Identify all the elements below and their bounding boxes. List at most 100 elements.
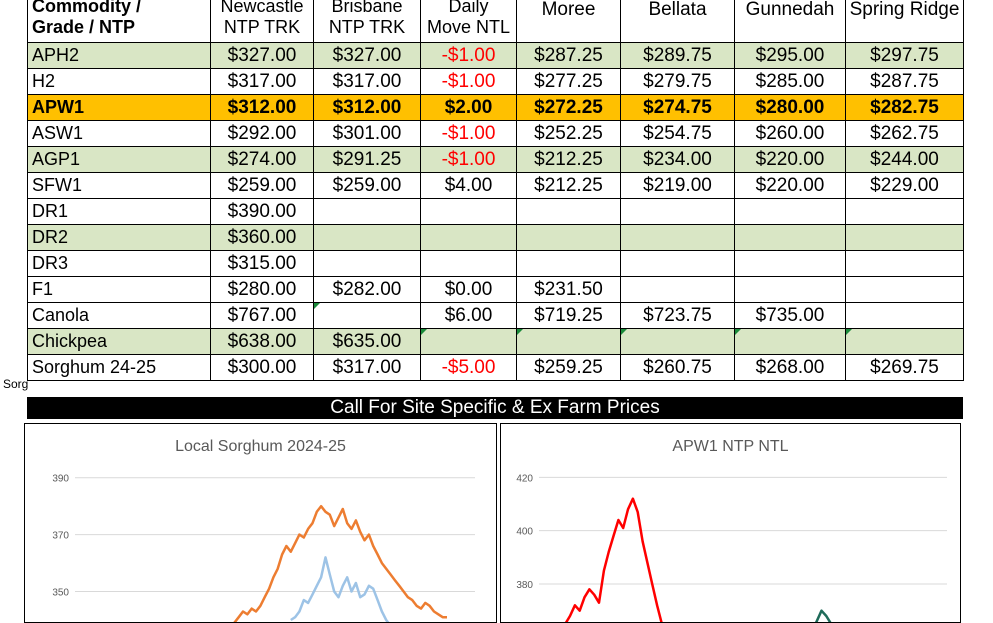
grade-cell: Sorghum 24-25 [27,354,211,381]
price-table: Commodity / Grade / NTP Newcastle NTP TRK Br… [27,0,964,381]
column-header-line: Move NTL [426,17,511,37]
column-header: Daily Move NTL [420,0,517,43]
y-tick-label: 370 [52,531,69,542]
grade-cell: DR1 [27,198,211,225]
brisbane-cell: $301.00 [313,120,421,147]
series-line-1 [290,556,390,622]
table-row: Canola $767.00 $6.00 $719.25 $723.75 $735.00 [27,302,964,329]
sorghum-chart-plot: 390 370 350 [52,474,475,622]
bellata-cell: $234.00 [620,146,735,173]
grade-cell: Chickpea [27,328,211,355]
move-cell: -$5.00 [420,354,517,381]
brisbane-cell [313,250,421,277]
chart-title: Local Sorghum 2024-25 [175,438,346,455]
move-cell: $4.00 [420,172,517,199]
brisbane-cell [313,198,421,225]
apw1-chart: APW1 NTP NTL 420 400 380 [500,423,961,623]
gunnedah-cell: $220.00 [734,172,846,199]
column-header: Newcastle NTP TRK [210,0,314,43]
table-row: H2 $317.00 $317.00 -$1.00 $277.25 $279.75 $285… [27,68,964,95]
moree-cell: $277.25 [516,68,621,95]
grade-cell: H2 [27,68,211,95]
spring-ridge-cell [845,328,964,355]
newcastle-cell: $390.00 [210,198,314,225]
column-header-line: Grade / NTP [32,17,136,37]
spring-ridge-cell: $262.75 [845,120,964,147]
gunnedah-cell [734,328,846,355]
gunnedah-cell [734,224,846,251]
table-row: APH2 $327.00 $327.00 -$1.00 $287.25 $289.75 $2… [27,42,964,69]
grade-cell: F1 [27,276,211,303]
move-cell [420,250,517,277]
moree-cell: $212.25 [516,146,621,173]
spring-ridge-cell [845,302,964,329]
table-row: DR1 $390.00 [27,198,964,225]
moree-cell [516,328,621,355]
column-header-line: Spring Ridge [849,0,960,20]
bellata-cell: $723.75 [620,302,735,329]
move-cell: $0.00 [420,276,517,303]
table-row: AGP1 $274.00 $291.25 -$1.00 $212.25 $234.00 $2… [27,146,964,173]
newcastle-cell: $259.00 [210,172,314,199]
newcastle-cell: $292.00 [210,120,314,147]
spring-ridge-cell: $282.75 [845,94,964,121]
y-tick-label: 420 [516,473,533,484]
move-cell: -$1.00 [420,42,517,69]
grade-cell: DR3 [27,250,211,277]
series-line-0 [233,504,447,622]
brisbane-cell: $282.00 [313,276,421,303]
table-row: ASW1 $292.00 $301.00 -$1.00 $252.25 $254.75 $2… [27,120,964,147]
bellata-cell: $279.75 [620,68,735,95]
column-header: Brisbane NTP TRK [313,0,421,43]
truncated-row-label: Sorg [3,377,29,391]
bellata-cell [620,224,735,251]
newcastle-cell: $317.00 [210,68,314,95]
gunnedah-cell: $268.00 [734,354,846,381]
bellata-cell [620,328,735,355]
brisbane-cell: $291.25 [313,146,421,173]
gunnedah-cell: $220.00 [734,146,846,173]
y-tick-label: 350 [52,588,69,599]
sorghum-chart: Local Sorghum 2024-25 390 370 350 [24,423,497,623]
brisbane-cell [313,302,421,329]
brisbane-cell: $317.00 [313,354,421,381]
moree-cell [516,198,621,225]
spring-ridge-cell: $244.00 [845,146,964,173]
column-header: Bellata [620,0,735,43]
brisbane-cell: $635.00 [313,328,421,355]
column-header-line: NTP TRK [223,17,301,37]
spring-ridge-cell: $297.75 [845,42,964,69]
table-row: Chickpea $638.00 $635.00 [27,328,964,355]
gunnedah-cell [734,276,846,303]
gunnedah-cell [734,198,846,225]
call-banner: Call For Site Specific & Ex Farm Prices [27,397,963,419]
header-row: Commodity / Grade / NTP Newcastle NTP TRK Br… [27,0,964,43]
bellata-cell: $274.75 [620,94,735,121]
grade-cell: AGP1 [27,146,211,173]
move-cell: $2.00 [420,94,517,121]
newcastle-cell: $315.00 [210,250,314,277]
brisbane-cell [313,224,421,251]
column-header: Moree [516,0,621,43]
move-cell [420,328,517,355]
apw1-chart-plot: 420 400 380 [516,473,947,622]
spring-ridge-cell: $229.00 [845,172,964,199]
newcastle-cell: $360.00 [210,224,314,251]
grade-cell: Canola [27,302,211,329]
table-body: APH2 $327.00 $327.00 -$1.00 $287.25 $289.75 $2… [27,42,964,381]
move-cell: $6.00 [420,302,517,329]
brisbane-cell: $259.00 [313,172,421,199]
gunnedah-cell: $285.00 [734,68,846,95]
moree-cell [516,224,621,251]
spring-ridge-cell [845,198,964,225]
moree-cell: $212.25 [516,172,621,199]
spring-ridge-cell [845,250,964,277]
moree-cell: $287.25 [516,42,621,69]
newcastle-cell: $312.00 [210,94,314,121]
gunnedah-cell: $735.00 [734,302,846,329]
bellata-cell: $219.00 [620,172,735,199]
newcastle-cell: $274.00 [210,146,314,173]
bellata-cell [620,250,735,277]
column-header-line: Gunnedah [745,0,835,20]
spring-ridge-cell [845,224,964,251]
